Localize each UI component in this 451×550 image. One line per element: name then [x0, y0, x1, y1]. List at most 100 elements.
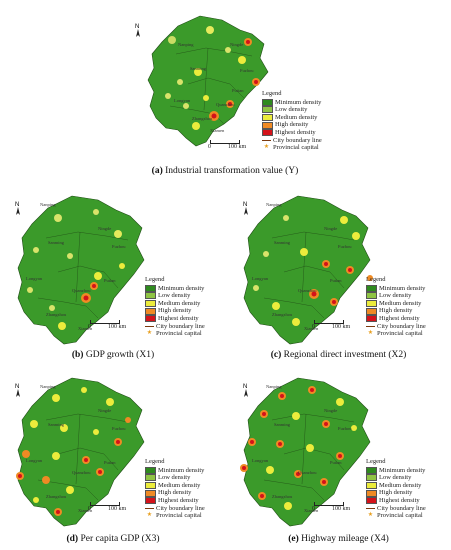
city-label: Putian	[232, 88, 244, 93]
caption-a: (a) Industrial transformation value (Y)	[151, 166, 299, 176]
legend-item: Provincial capital	[273, 144, 319, 152]
hotspots-a	[165, 26, 260, 130]
star-icon: ★	[367, 512, 374, 519]
city-label: Xiamen	[304, 508, 319, 513]
city-label: Ningde	[98, 408, 111, 413]
province-shape	[17, 377, 145, 527]
svg-text:N: N	[15, 202, 19, 208]
city-label: Xiamen	[78, 508, 93, 513]
city-label: Fuzhou	[338, 426, 352, 431]
city-label: Zhangzhou	[46, 494, 67, 499]
scale-bar: 0 100 km	[312, 320, 352, 334]
city-label: Longyan	[174, 98, 191, 103]
legend-e: Legend Minimum density Low density Mediu…	[366, 458, 426, 520]
hotspots-d	[16, 387, 131, 516]
legend-item: High density	[275, 121, 309, 129]
map-d: Nanping Ningde Sanming Fuzhou Longyan Pu…	[16, 377, 145, 527]
north-arrow: N	[242, 200, 250, 218]
legend-title: Legend	[262, 90, 282, 97]
city-label: Quanzhou	[298, 470, 317, 475]
city-label: Longyan	[252, 458, 269, 463]
star-icon: ★	[146, 330, 153, 337]
city-label: Sanming	[274, 240, 291, 245]
svg-text:N: N	[135, 24, 139, 30]
city-label: Fuzhou	[338, 244, 352, 249]
city-label: Longyan	[26, 276, 43, 281]
scale-bar: 0 100 km	[88, 502, 128, 516]
legend-item: City boundary line	[273, 136, 322, 144]
city-label: Longyan	[252, 276, 269, 281]
caption-e: (e) Highway mileage (X4)	[288, 534, 389, 544]
north-arrow-icon: N	[135, 24, 140, 37]
panel-c: N Nanping Ningde Sanming Fuzhou Lo	[226, 190, 451, 368]
scale-bar: 0 100 km	[208, 140, 248, 154]
legend-d: Legend Minimum density Low density Mediu…	[145, 458, 205, 520]
north-arrow: N	[14, 382, 22, 400]
province-shape	[147, 15, 269, 147]
city-label: Putian	[330, 460, 342, 465]
city-label: Xiamen	[78, 326, 93, 331]
city-label: Quanzhou	[72, 288, 91, 293]
city-label: Nanping	[266, 384, 282, 389]
city-label: Ningde	[324, 408, 337, 413]
province-shape	[243, 377, 371, 527]
city-label: Longyan	[26, 458, 43, 463]
north-arrow-icon: N	[15, 384, 20, 397]
city-label: Zhangzhou	[192, 116, 213, 121]
panel-a: N Nanping Ningde Sanming Fuzhou	[0, 0, 451, 178]
north-arrow: N	[242, 382, 250, 400]
city-label: Ningde	[324, 226, 337, 231]
city-label: Fuzhou	[112, 244, 126, 249]
legend-item: Medium density	[275, 113, 318, 121]
star-icon: ★	[367, 330, 374, 337]
panel-e: N Nanping Ningde S	[226, 372, 451, 550]
svg-text:N: N	[15, 384, 19, 390]
city-label: Sanming	[48, 422, 65, 427]
map-c: Nanping Ningde Sanming Fuzhou Longyan Pu…	[243, 195, 373, 345]
city-label: Ningde	[98, 226, 111, 231]
north-arrow-icon: N	[243, 384, 248, 397]
city-label: Nanping	[40, 202, 56, 207]
city-label: Zhangzhou	[272, 494, 293, 499]
panel-d: N Nanping Ningde S	[0, 372, 226, 550]
map-b: Nanping Ningde Sanming Fuzhou Longyan Pu…	[17, 195, 145, 345]
city-label: Quanzhou	[298, 288, 317, 293]
map-a: Nanping Ningde Sanming Fuzhou Longyan Pu…	[147, 15, 269, 147]
north-arrow: N	[134, 22, 142, 40]
city-label: Xiamen	[304, 326, 319, 331]
city-label: Sanming	[48, 240, 65, 245]
star-icon: ★	[263, 144, 270, 151]
north-arrow-icon: N	[15, 202, 20, 215]
north-arrow-icon: N	[243, 202, 248, 215]
legend-item: Minimum density	[275, 98, 322, 106]
star-icon: ★	[146, 512, 153, 519]
city-label: Nanping	[266, 202, 282, 207]
city-label: Sanming	[274, 422, 291, 427]
caption-d: (d) Per capita GDP (X3)	[66, 534, 160, 544]
city-label: Putian	[104, 460, 116, 465]
scale-bar: 0 100 km	[88, 320, 128, 334]
legend-b: Legend Minimum density Low density Mediu…	[145, 276, 205, 338]
city-label: Putian	[104, 278, 116, 283]
svg-text:N: N	[243, 384, 247, 390]
legend-a: Legend Minimum density Low density Mediu…	[262, 90, 322, 152]
city-label: Ningde	[230, 42, 243, 47]
city-label: Nanping	[40, 384, 56, 389]
city-label: Zhangzhou	[46, 312, 67, 317]
legend-item: Highest density	[275, 128, 316, 136]
legend-c: Legend Minimum density Low density Mediu…	[366, 276, 426, 338]
city-label: Fuzhou	[112, 426, 126, 431]
city-label: Fuzhou	[240, 68, 254, 73]
caption-c: (c) Regional direct investment (X2)	[270, 350, 407, 360]
legend-item: Low density	[275, 106, 308, 114]
caption-b: (b) GDP growth (X1)	[71, 350, 155, 360]
city-label: Xiamen	[210, 128, 225, 133]
panel-b: N Nanping Ningde Sanming Fuzhou Longyan	[0, 190, 226, 368]
city-label: Nanping	[178, 42, 194, 47]
city-label: Quanzhou	[216, 102, 235, 107]
city-label: Putian	[330, 278, 342, 283]
hotspots-c	[253, 215, 373, 326]
city-label: Quanzhou	[72, 470, 91, 475]
city-label: Sanming	[190, 66, 207, 71]
scale-bar: 0 100 km	[312, 502, 352, 516]
